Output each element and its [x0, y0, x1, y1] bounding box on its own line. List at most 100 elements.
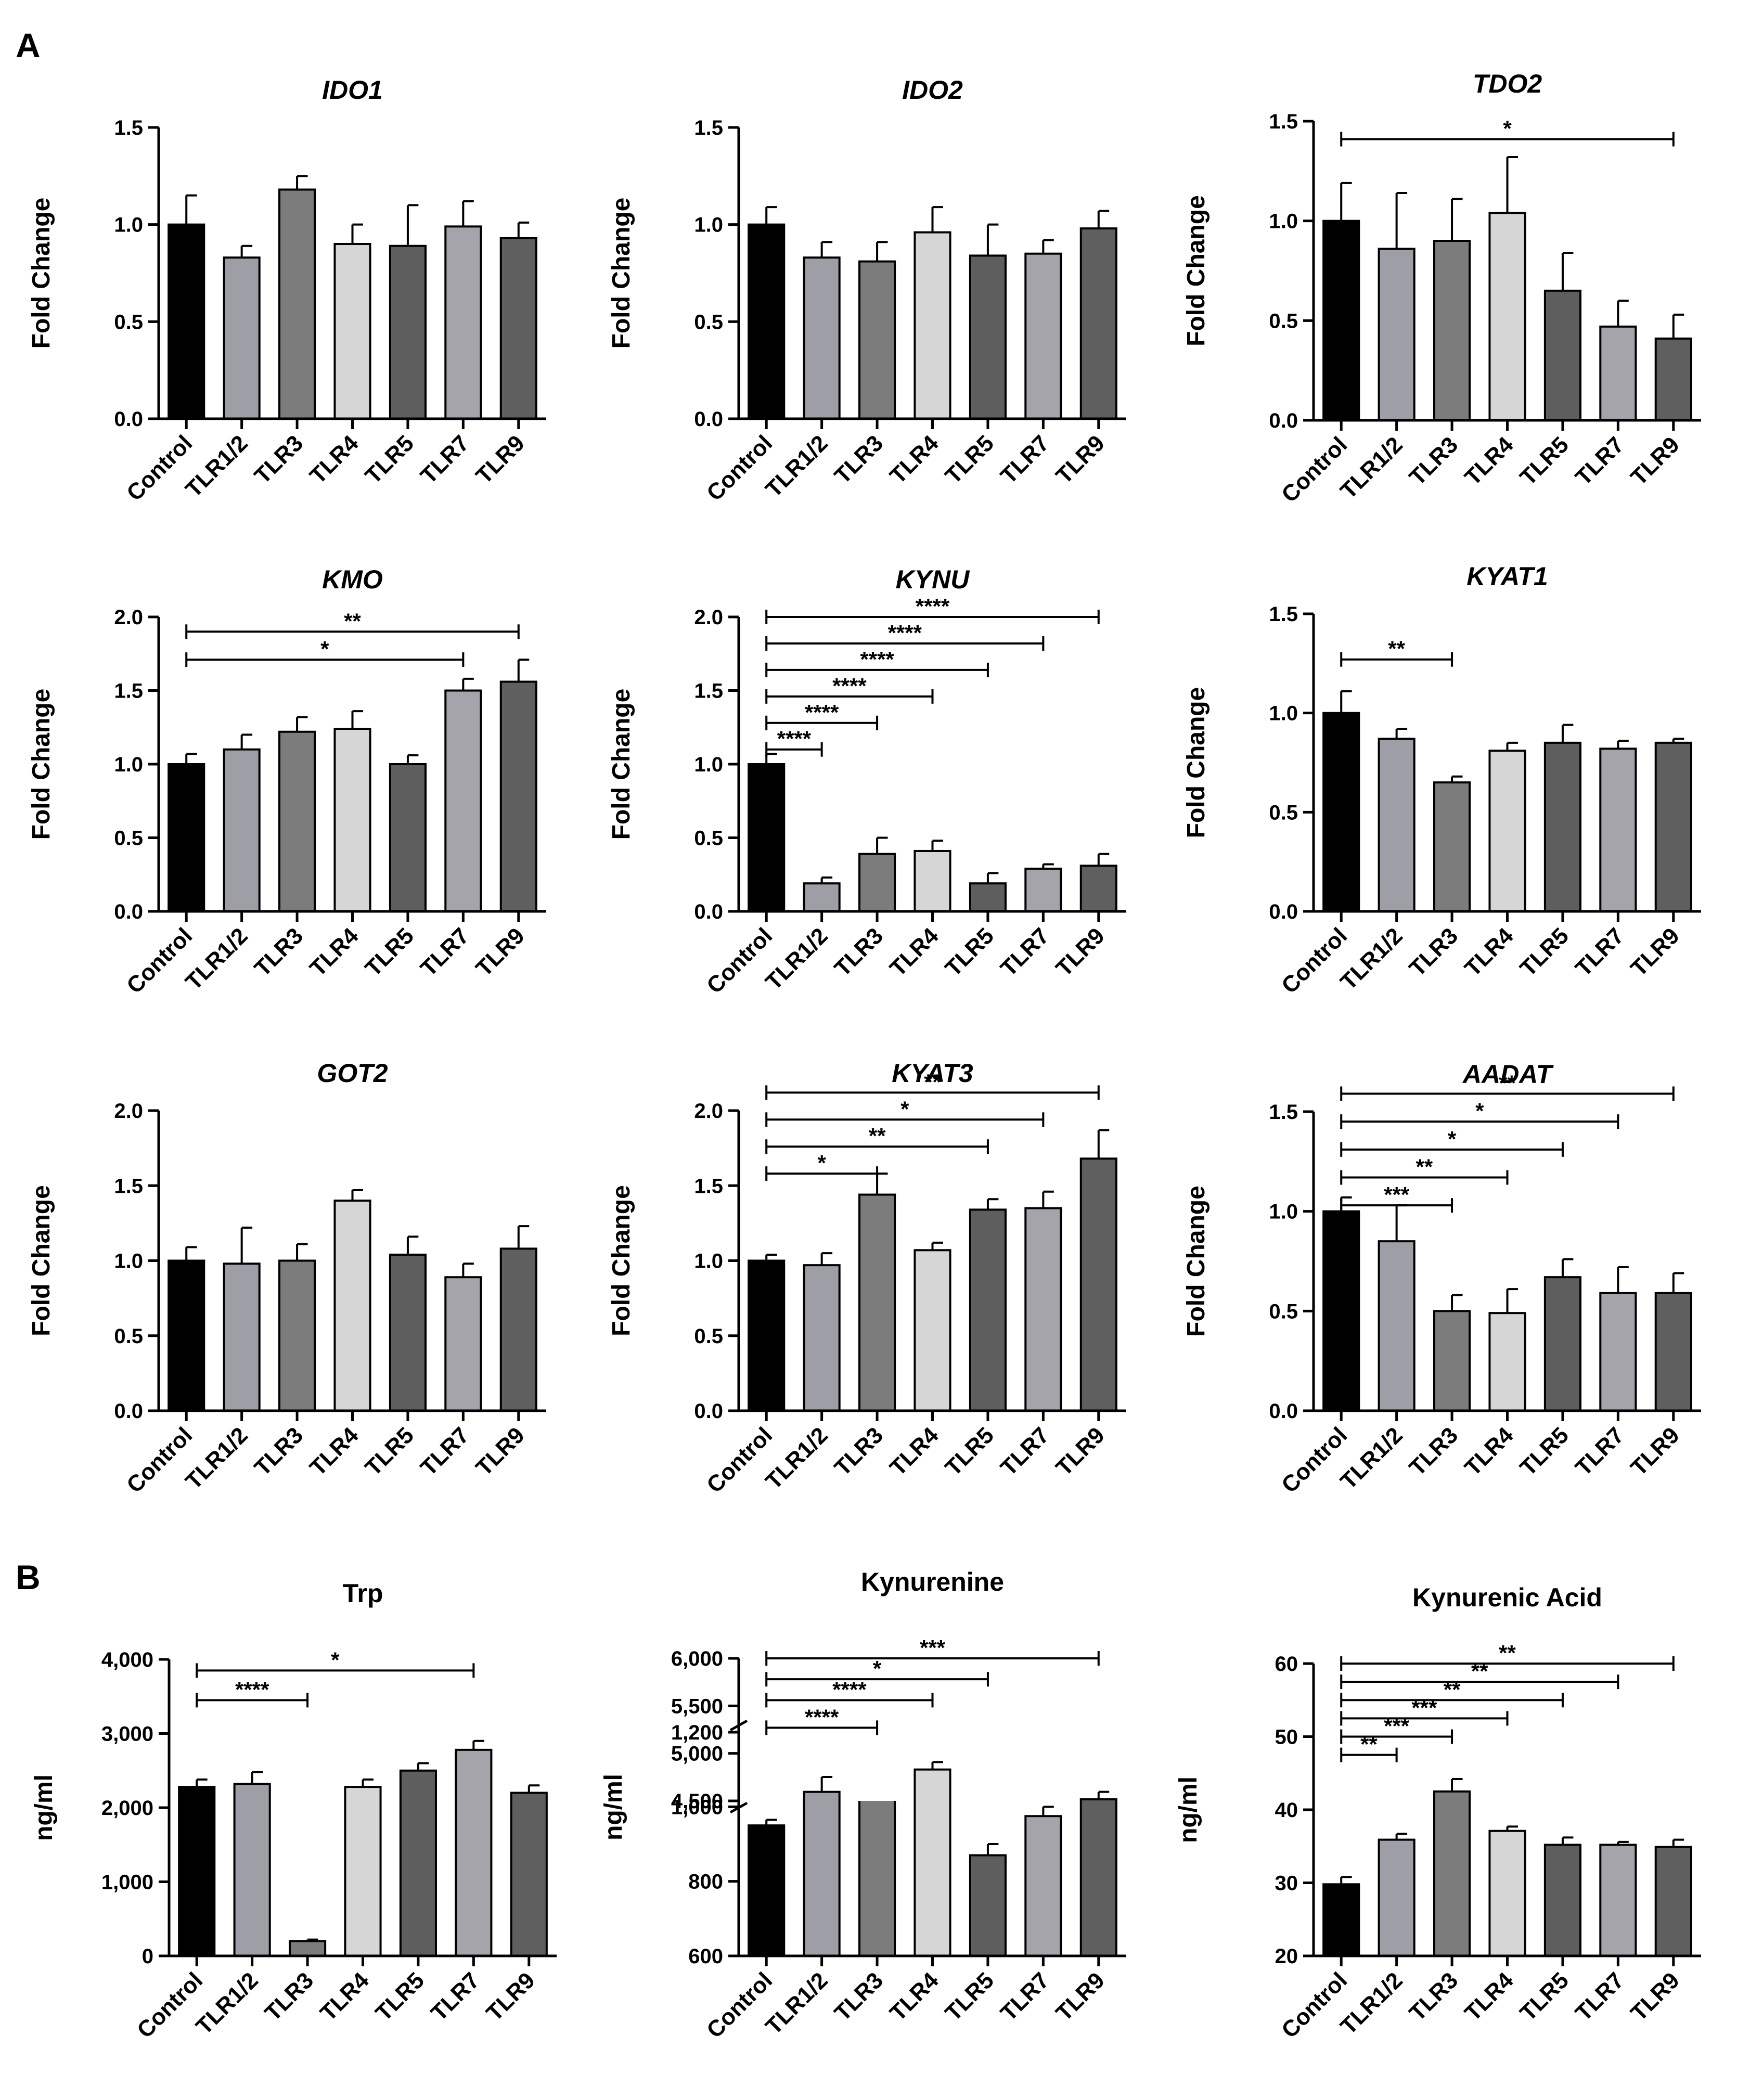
- x-tick-label-kmo-4: TLR5: [361, 923, 419, 981]
- y-tick-label-kynurenine-4500: 4,500: [671, 1790, 723, 1813]
- y-tick-label-kyat3-0: 0.0: [694, 1400, 723, 1423]
- y-axis-label-ido1: Fold Change: [28, 198, 55, 349]
- chart-kynurenic: Kynurenic Acid ng/ml 20 30 40 50 60 ControlTLR1…: [1175, 1583, 1701, 2043]
- y-tick-label-kyat1-0: 0.0: [1269, 900, 1298, 923]
- y-tick-label-kyat3-1: 1.0: [694, 1250, 723, 1273]
- bar-kynu-1: [803, 882, 841, 912]
- x-tick-label-kyat1-0: Control: [1277, 923, 1352, 998]
- bar-kynu-5: [1024, 867, 1062, 913]
- x-tick-label-trp-2: TLR3: [260, 1967, 318, 2026]
- bar-kyat3-6: [1079, 1157, 1117, 1412]
- x-tick-label-kyat3-5: TLR7: [996, 1422, 1054, 1480]
- x-tick-label-trp-4: TLR5: [371, 1967, 429, 2026]
- x-tick-label-trp-3: TLR4: [315, 1967, 374, 2026]
- bar-kynurenic-6: [1654, 1846, 1692, 1957]
- bar-trp-6: [510, 1792, 548, 1957]
- y-tick-label-got2-0: 0.0: [114, 1400, 143, 1423]
- bar-aadat-2: [1433, 1310, 1471, 1412]
- sig-label-kynurenic-4: ***: [1384, 1714, 1410, 1738]
- sig-label-kynurenine-0: ***: [920, 1635, 946, 1660]
- x-tick-label-kmo-2: TLR3: [250, 923, 308, 981]
- bar-got2-0: [168, 1259, 205, 1412]
- bar-kynu-2: [858, 853, 896, 913]
- y-tick-label-ido2-1: 1.0: [694, 214, 723, 237]
- bar-kynurenic-1: [1378, 1838, 1416, 1957]
- y-tick-label-kyat3-2: 2.0: [694, 1100, 723, 1123]
- x-tick-label-ido2-0: Control: [702, 430, 777, 506]
- x-tick-label-kmo-0: Control: [122, 923, 197, 998]
- bar-kyat1-0: [1322, 712, 1360, 912]
- y-tick-label-kmo-2: 2.0: [114, 606, 143, 629]
- y-tick-label-kynurenic-30: 30: [1275, 1872, 1298, 1895]
- x-tick-label-kyat3-3: TLR4: [885, 1422, 944, 1481]
- x-tick-label-kynurenine-1: TLR1/2: [761, 1967, 832, 2039]
- x-tick-label-ido1-6: TLR9: [471, 430, 529, 488]
- y-tick-label-ido2-0.5: 0.5: [694, 311, 723, 333]
- sig-label-kynu-4: ****: [805, 700, 839, 725]
- bar-got2-5: [444, 1276, 482, 1412]
- x-tick-label-kmo-6: TLR9: [471, 923, 529, 981]
- bar-kynu-0: [748, 763, 786, 912]
- y-axis-label-kyat1: Fold Change: [1182, 687, 1210, 839]
- y-axis-label-kynu: Fold Change: [608, 689, 635, 840]
- bar-got2-4: [389, 1253, 427, 1412]
- chart-kyat1: KYAT1 Fold Change 0.0 0.5 1.0 1.5 ControlTLR1/…: [1182, 562, 1701, 999]
- bar-kmo-6: [499, 680, 537, 913]
- x-tick-label-kyat3-6: TLR9: [1051, 1422, 1109, 1480]
- axis-break-mark-lower-kynurenine: [729, 1719, 748, 1732]
- x-tick-label-kynurenic-1: TLR1/2: [1335, 1967, 1407, 2039]
- y-axis-label-kmo: Fold Change: [28, 689, 55, 840]
- bar-ido2-5: [1024, 252, 1062, 420]
- sig-label-kynurenic-1: **: [1471, 1659, 1488, 1683]
- x-tick-label-ido2-5: TLR7: [996, 430, 1054, 488]
- chart-ido2: IDO2 Fold Change 0.0 0.5 1.0 1.5 ControlTLR1/2…: [608, 75, 1126, 506]
- sig-label-kynu-0: ****: [916, 594, 950, 619]
- y-tick-label-got2-1.5: 1.5: [114, 1175, 143, 1197]
- y-axis-label-kyat3: Fold Change: [608, 1185, 635, 1336]
- x-tick-label-kyat1-2: TLR3: [1405, 923, 1463, 981]
- chart-title-kynurenine: Kynurenine: [861, 1567, 1004, 1596]
- bar-ido1-4: [389, 244, 427, 420]
- bar-kyat1-2: [1433, 781, 1471, 912]
- chart-title-got2: GOT2: [317, 1059, 388, 1088]
- x-tick-label-ido2-1: TLR1/2: [761, 430, 832, 502]
- x-tick-label-kynurenine-0: Control: [702, 1967, 777, 2043]
- x-tick-label-ido1-0: Control: [122, 430, 197, 506]
- sig-label-aadat-4: ***: [1384, 1182, 1410, 1207]
- bar-kmo-0: [168, 763, 205, 912]
- x-tick-label-kynu-5: TLR7: [996, 923, 1054, 981]
- x-tick-label-got2-1: TLR1/2: [181, 1422, 252, 1494]
- y-tick-label-kynu-0: 0.0: [694, 900, 723, 923]
- x-tick-label-tdo2-3: TLR4: [1460, 432, 1519, 491]
- panel-label-b: B: [16, 1558, 41, 1596]
- sig-label-kynu-2: ****: [860, 647, 894, 672]
- chart-title-kyat1: KYAT1: [1466, 562, 1548, 591]
- x-tick-label-ido2-4: TLR5: [941, 430, 999, 488]
- bar-got2-1: [223, 1262, 261, 1412]
- x-tick-label-kynurenine-6: TLR9: [1051, 1967, 1109, 2026]
- y-tick-label-got2-1: 1.0: [114, 1250, 143, 1273]
- y-tick-label-kynurenine-6000: 6,000: [671, 1647, 723, 1670]
- sig-label-aadat-3: **: [1416, 1155, 1433, 1179]
- x-tick-label-kyat3-4: TLR5: [941, 1422, 999, 1480]
- y-tick-label-aadat-0: 0.0: [1269, 1400, 1298, 1423]
- y-tick-label-kynu-2: 2.0: [694, 606, 723, 629]
- bar-aadat-6: [1654, 1292, 1692, 1412]
- chart-title-kyat3: KYAT3: [892, 1059, 973, 1088]
- bar-trp-4: [399, 1769, 437, 1957]
- bar-kynurenic-2: [1433, 1790, 1471, 1957]
- bar-kyat1-4: [1543, 741, 1581, 913]
- bar-kyat1-1: [1378, 738, 1416, 912]
- x-tick-label-aadat-1: TLR1/2: [1335, 1422, 1407, 1494]
- bar-kyat3-3: [913, 1249, 951, 1412]
- bar-aadat-1: [1378, 1240, 1416, 1412]
- y-tick-label-ido1-0: 0.0: [114, 408, 143, 431]
- x-tick-label-tdo2-5: TLR7: [1571, 432, 1629, 490]
- y-axis-label-tdo2: Fold Change: [1182, 195, 1210, 346]
- sig-label-aadat-2: *: [1448, 1127, 1457, 1151]
- x-tick-label-ido1-2: TLR3: [250, 430, 308, 488]
- x-tick-label-kynu-1: TLR1/2: [761, 923, 832, 995]
- bar-trp-1: [233, 1783, 271, 1957]
